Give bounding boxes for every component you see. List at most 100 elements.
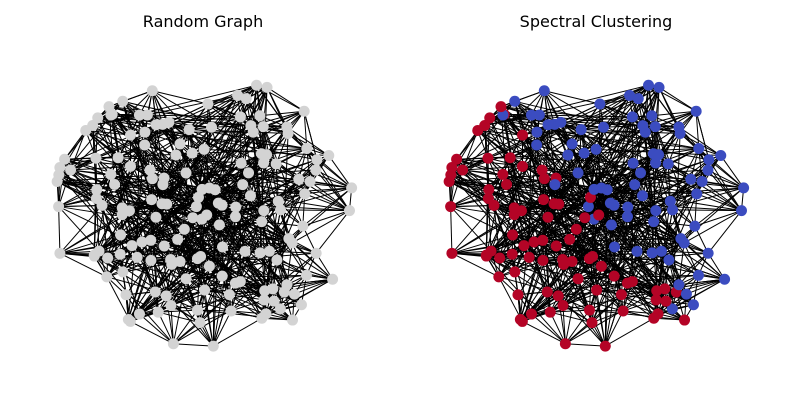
- spectral-clustering-node: [509, 202, 520, 213]
- spectral-clustering-node: [648, 216, 659, 227]
- random-graph-node: [134, 309, 145, 320]
- random-graph-node: [117, 202, 128, 213]
- random-graph-node: [175, 138, 186, 149]
- spectral-clustering-node: [627, 276, 638, 287]
- spectral-clustering-node: [628, 158, 639, 169]
- random-graph-node: [192, 305, 203, 316]
- spectral-clustering-node: [517, 161, 528, 172]
- random-graph-node: [271, 158, 282, 169]
- random-graph-node: [327, 274, 338, 285]
- spectral-clustering-node: [560, 338, 571, 349]
- random-graph-node: [224, 289, 235, 300]
- spectral-clustering-node: [609, 241, 620, 252]
- random-graph-node: [236, 158, 247, 169]
- random-graph-node: [208, 341, 219, 352]
- random-graph-node: [172, 234, 183, 245]
- spectral-clustering-node: [622, 211, 633, 222]
- random-graph-node: [54, 162, 65, 173]
- random-graph-node: [170, 150, 181, 161]
- random-graph-edge: [152, 91, 208, 104]
- spectral-clustering-node: [526, 309, 537, 320]
- spectral-clustering-node: [675, 128, 686, 139]
- spectral-clustering-node: [567, 138, 578, 149]
- random-graph-node: [115, 229, 126, 240]
- random-graph-node: [150, 286, 161, 297]
- spectral-clustering-node: [667, 204, 678, 215]
- spectral-clustering-node: [719, 274, 730, 285]
- spectral-clustering-node: [689, 221, 700, 232]
- random-graph-node: [204, 261, 215, 272]
- random-graph-node: [187, 212, 198, 223]
- random-graph-node: [199, 285, 210, 296]
- random-graph-node: [311, 248, 322, 259]
- random-graph-node: [187, 148, 198, 159]
- spectral-clustering-node: [589, 184, 600, 195]
- spectral-clustering-node: [493, 271, 504, 282]
- random-graph-node: [206, 122, 217, 133]
- random-graph-node: [254, 110, 265, 121]
- random-graph-node: [202, 99, 213, 110]
- random-graph-node: [146, 194, 157, 205]
- spectral-clustering-node: [616, 289, 627, 300]
- random-graph-node: [90, 153, 101, 164]
- random-graph-node: [299, 106, 310, 117]
- spectral-clustering-node: [691, 106, 702, 117]
- spectral-clustering-node: [584, 305, 595, 316]
- spectral-clustering-node: [534, 109, 545, 120]
- random-graph-node: [271, 254, 282, 265]
- spectral-clustering-node: [663, 158, 674, 169]
- random-graph-node: [165, 300, 176, 311]
- spectral-clustering-node: [573, 273, 584, 284]
- spectral-clustering-edge: [501, 91, 544, 107]
- random-graph-node: [125, 316, 136, 327]
- spectral-clustering-node: [635, 167, 646, 178]
- spectral-clustering-node: [558, 259, 569, 270]
- spectral-clustering-node: [573, 167, 584, 178]
- random-graph-node: [217, 271, 228, 282]
- random-graph-node: [105, 169, 116, 180]
- random-graph-node: [261, 149, 272, 160]
- spectral-clustering-node: [602, 184, 613, 195]
- spectral-clustering-edge: [679, 253, 708, 285]
- random-graph-edge: [59, 207, 60, 254]
- spectral-clustering-node: [583, 201, 594, 212]
- spectral-clustering-node: [482, 153, 493, 164]
- spectral-clustering-node: [539, 85, 550, 96]
- spectral-clustering-edge: [565, 344, 605, 346]
- random-graph-node: [311, 154, 322, 165]
- random-graph-node: [245, 190, 256, 201]
- spectral-clustering-node: [587, 251, 598, 262]
- spectral-clustering-node: [679, 315, 690, 326]
- random-graph-node: [199, 144, 210, 155]
- random-graph-node: [191, 201, 202, 212]
- random-graph-node: [147, 173, 158, 184]
- spectral-clustering-node: [594, 99, 605, 110]
- random-graph-node: [281, 279, 292, 290]
- random-graph-node: [80, 125, 91, 136]
- random-graph-edge: [109, 91, 152, 107]
- spectral-clustering-node: [446, 248, 457, 259]
- spectral-clustering-node: [507, 249, 518, 260]
- random-graph-node: [283, 128, 294, 139]
- spectral-clustering-node: [622, 202, 633, 213]
- random-graph-node: [102, 252, 113, 263]
- spectral-clustering-node: [591, 285, 602, 296]
- random-graph-node: [235, 276, 246, 287]
- spectral-clustering-edge: [708, 211, 741, 254]
- random-graph-node: [145, 255, 156, 266]
- random-graph-node: [230, 211, 241, 222]
- random-graph-node: [323, 150, 334, 161]
- spectral-clustering-node: [660, 296, 671, 307]
- random-graph-node: [262, 82, 273, 93]
- random-graph-node: [139, 127, 150, 138]
- spectral-clustering-node: [497, 169, 508, 180]
- random-graph-node: [258, 121, 269, 132]
- spectral-clustering-node: [654, 82, 665, 93]
- spectral-clustering-node: [557, 300, 568, 311]
- random-graph-edge: [173, 344, 213, 346]
- random-graph-node: [139, 140, 150, 151]
- spectral-clustering-node: [609, 271, 620, 282]
- spectral-clustering-node: [736, 205, 747, 216]
- spectral-clustering-node: [537, 235, 548, 246]
